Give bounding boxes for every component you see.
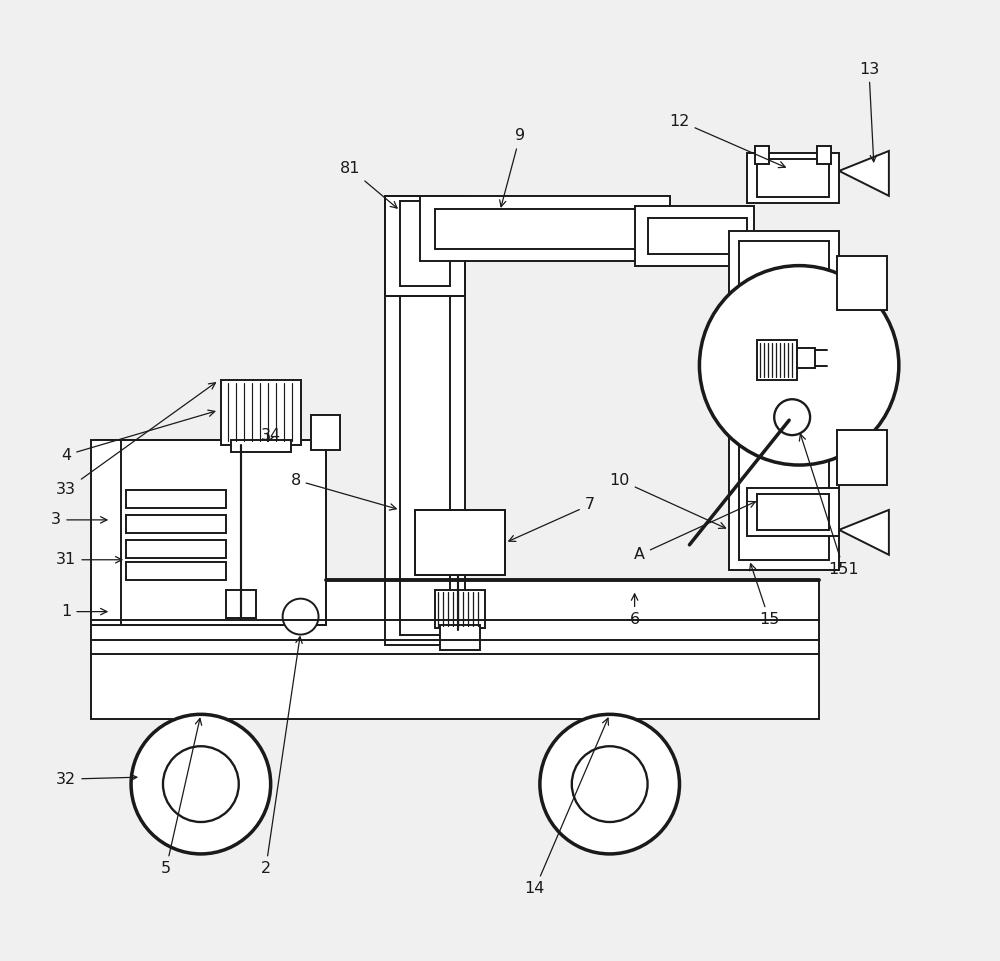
Circle shape — [163, 747, 239, 822]
Circle shape — [774, 399, 810, 435]
Polygon shape — [839, 510, 889, 554]
Text: A: A — [634, 502, 755, 562]
Text: 14: 14 — [525, 718, 608, 897]
Bar — [817, 146, 831, 164]
Bar — [91, 579, 819, 719]
Circle shape — [572, 747, 648, 822]
Bar — [226, 590, 256, 618]
Bar — [91, 440, 121, 625]
Bar — [400, 206, 450, 634]
Bar — [837, 431, 887, 485]
Bar — [126, 515, 226, 532]
Bar — [739, 240, 829, 559]
Circle shape — [699, 265, 899, 465]
Text: 13: 13 — [859, 62, 879, 161]
Bar — [400, 201, 450, 285]
Bar — [126, 490, 226, 508]
Bar — [729, 231, 839, 570]
Text: 4: 4 — [61, 410, 215, 462]
Text: 33: 33 — [56, 382, 215, 498]
Text: 31: 31 — [56, 553, 122, 567]
Circle shape — [283, 599, 319, 634]
Text: 5: 5 — [161, 719, 202, 876]
Bar — [385, 196, 465, 645]
Text: 151: 151 — [799, 434, 859, 578]
Text: 1: 1 — [61, 604, 107, 619]
Bar — [126, 540, 226, 557]
Bar — [221, 381, 301, 445]
Bar — [435, 209, 665, 249]
Bar — [126, 562, 226, 579]
Text: 6: 6 — [630, 594, 640, 628]
Text: 12: 12 — [669, 113, 785, 167]
Bar — [757, 494, 829, 530]
Bar — [635, 206, 754, 265]
Circle shape — [131, 714, 271, 854]
Text: 10: 10 — [609, 473, 726, 529]
Circle shape — [540, 714, 679, 854]
Text: 32: 32 — [56, 772, 137, 787]
Bar — [311, 415, 340, 450]
Bar — [420, 196, 670, 260]
Bar — [757, 340, 797, 381]
Text: 3: 3 — [51, 512, 107, 528]
Bar — [757, 159, 829, 197]
Bar — [440, 625, 480, 650]
Text: 2: 2 — [261, 637, 302, 876]
Bar — [755, 146, 769, 164]
Bar — [747, 153, 839, 203]
Text: 8: 8 — [290, 473, 396, 510]
Text: 34: 34 — [261, 428, 281, 443]
Polygon shape — [839, 151, 889, 196]
Bar — [231, 440, 291, 452]
Text: 9: 9 — [500, 129, 525, 207]
Bar — [837, 256, 887, 310]
Text: 81: 81 — [340, 161, 397, 209]
Bar — [385, 196, 465, 296]
Bar — [747, 488, 839, 536]
Bar — [648, 218, 747, 254]
Bar — [415, 510, 505, 575]
Bar — [385, 196, 465, 296]
Bar — [415, 510, 505, 575]
Text: 7: 7 — [509, 498, 595, 541]
Bar — [96, 440, 326, 625]
Bar — [435, 590, 485, 628]
Bar — [797, 349, 815, 368]
Text: 15: 15 — [750, 564, 779, 628]
Bar — [96, 440, 326, 625]
